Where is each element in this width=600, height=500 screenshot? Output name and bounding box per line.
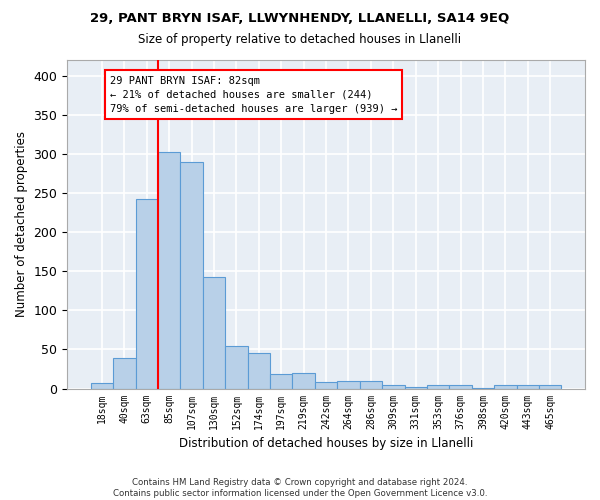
Text: Size of property relative to detached houses in Llanelli: Size of property relative to detached ho… [139, 32, 461, 46]
Bar [315, 382, 337, 388]
Bar [337, 380, 360, 388]
Bar [248, 354, 270, 388]
Bar [539, 384, 562, 388]
Text: 29 PANT BRYN ISAF: 82sqm
← 21% of detached houses are smaller (244)
79% of semi-: 29 PANT BRYN ISAF: 82sqm ← 21% of detach… [110, 76, 397, 114]
Bar [181, 162, 203, 388]
Text: Contains HM Land Registry data © Crown copyright and database right 2024.
Contai: Contains HM Land Registry data © Crown c… [113, 478, 487, 498]
Bar [494, 386, 517, 388]
Bar [136, 199, 158, 388]
Y-axis label: Number of detached properties: Number of detached properties [15, 132, 28, 318]
Bar [91, 383, 113, 388]
Bar [203, 276, 225, 388]
Bar [292, 373, 315, 388]
Bar [427, 386, 449, 388]
Bar [360, 380, 382, 388]
Bar [404, 387, 427, 388]
X-axis label: Distribution of detached houses by size in Llanelli: Distribution of detached houses by size … [179, 437, 473, 450]
Bar [158, 152, 181, 388]
Bar [270, 374, 292, 388]
Bar [113, 358, 136, 388]
Bar [225, 346, 248, 389]
Bar [382, 384, 404, 388]
Text: 29, PANT BRYN ISAF, LLWYNHENDY, LLANELLI, SA14 9EQ: 29, PANT BRYN ISAF, LLWYNHENDY, LLANELLI… [91, 12, 509, 26]
Bar [449, 386, 472, 388]
Bar [517, 384, 539, 388]
